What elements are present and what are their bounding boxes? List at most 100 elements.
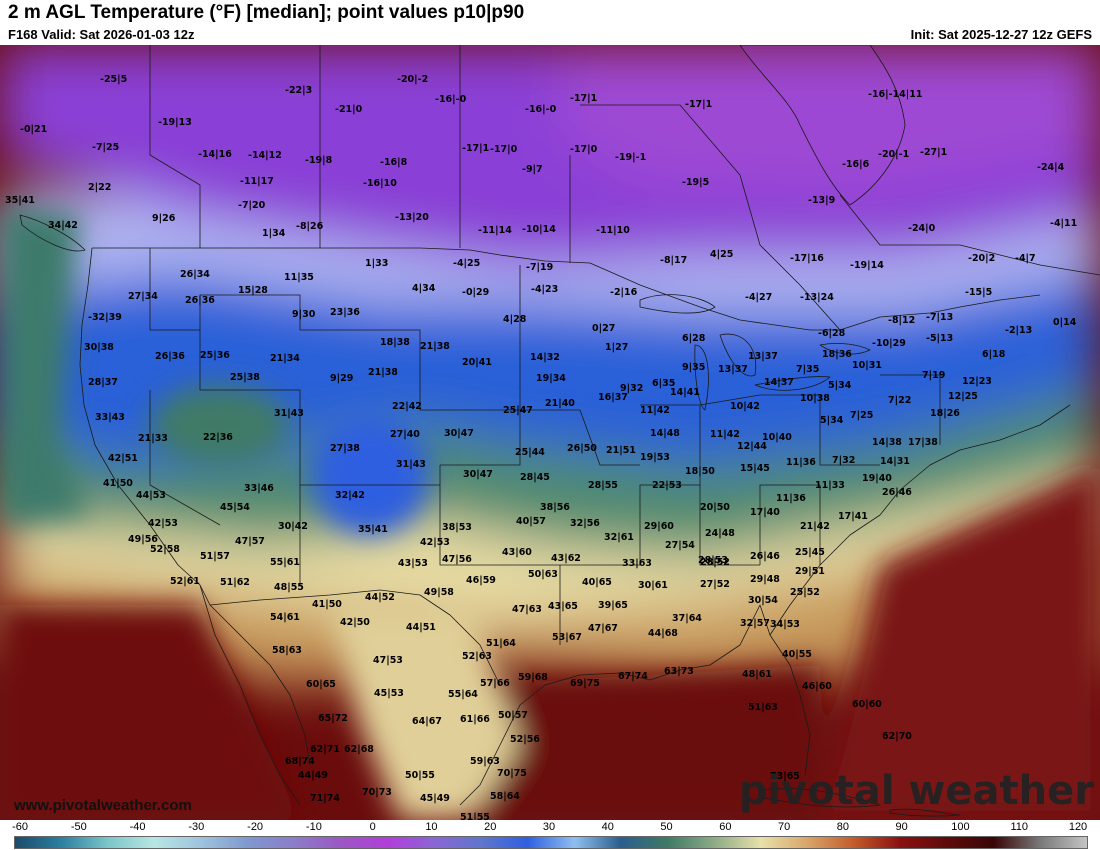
point-value-label: 19|53	[640, 452, 670, 463]
point-value-label: 29|60	[644, 521, 674, 532]
point-value-label: 27|40	[390, 429, 420, 440]
point-value-label: 43|53	[398, 558, 428, 569]
point-value-label: 70|73	[362, 787, 392, 798]
point-value-label: 42|53	[148, 518, 178, 529]
point-value-label: 47|67	[588, 623, 618, 634]
legend-tick: -60	[12, 821, 28, 833]
point-value-label: 42|51	[108, 453, 138, 464]
legend-tick: 60	[719, 821, 732, 833]
point-value-label: 30|38	[84, 342, 114, 353]
map-boundaries	[19, 45, 1100, 817]
point-value-label: -17|1	[462, 143, 489, 154]
point-value-label: 42|50	[340, 617, 370, 628]
point-value-label: -13|9	[808, 195, 835, 206]
point-value-label: 73|65	[770, 771, 800, 782]
point-value-label: -19|13	[158, 117, 192, 128]
point-value-label: -7|19	[526, 262, 553, 273]
point-value-label: 32|56	[570, 518, 600, 529]
point-value-label: 47|53	[373, 655, 403, 666]
temperature-map[interactable]: -25|5 -22|3 -20|-2 -16|-0 -17|1 -17|1 -16|-0 -1…	[0, 45, 1100, 820]
point-value-label: 33|46	[244, 483, 274, 494]
point-value-label: -4|11	[1050, 218, 1077, 229]
point-value-label: 44|51	[406, 622, 436, 633]
point-value-label: 5|34	[820, 415, 844, 426]
point-value-label: 48|61	[742, 669, 772, 680]
point-value-label: 4|28	[503, 314, 527, 325]
point-value-label: 59|68	[518, 672, 548, 683]
point-value-label: -20|-2	[397, 74, 428, 85]
legend-tick: -40	[129, 821, 146, 833]
point-value-label: 43|60	[502, 547, 532, 558]
point-value-label: 42|53	[420, 537, 450, 548]
point-value-label: 64|67	[412, 716, 442, 727]
point-value-label: -4|7	[1015, 253, 1036, 264]
point-value-label: 40|55	[782, 649, 812, 660]
point-value-label: 5|34	[828, 380, 852, 391]
temperature-field	[0, 45, 1100, 820]
point-value-label: 65|72	[318, 713, 348, 724]
point-value-label: 39|65	[598, 600, 628, 611]
legend-tick: -20	[247, 821, 264, 833]
point-value-label: 26|36	[185, 295, 215, 306]
point-value-label: -21|0	[335, 104, 363, 115]
point-value-label: 53|67	[552, 632, 582, 643]
point-value-label: -10|29	[872, 338, 906, 349]
point-value-label: 30|61	[638, 580, 668, 591]
point-value-label: 25|36	[200, 350, 230, 361]
point-value-label: 58|64	[490, 791, 520, 802]
point-value-label: -11|10	[596, 225, 630, 236]
point-value-label: 27|52	[700, 579, 730, 590]
point-value-label: 25|47	[503, 405, 533, 416]
point-value-label: 7|25	[850, 410, 873, 421]
point-values: -25|5 -22|3 -20|-2 -16|-0 -17|1 -17|1 -16|-0 -1…	[5, 74, 1077, 820]
point-value-label: 70|75	[497, 768, 527, 779]
point-value-label: 27|34	[128, 291, 158, 302]
point-value-label: 11|42	[710, 429, 740, 440]
point-value-label: 9|30	[292, 309, 316, 320]
point-value-label: 30|47	[444, 428, 474, 439]
point-value-label: -8|12	[888, 315, 915, 326]
map-canvas: -25|5 -22|3 -20|-2 -16|-0 -17|1 -17|1 -16|-0 -1…	[0, 45, 1100, 820]
point-value-label: 26|46	[882, 487, 912, 498]
point-value-label: 50|63	[528, 569, 558, 580]
point-value-label: 51|62	[220, 577, 250, 588]
point-value-label: -7|20	[238, 200, 266, 211]
point-value-label: 1|34	[262, 228, 286, 239]
point-value-label: 6|18	[982, 349, 1006, 360]
point-value-label: 47|56	[442, 554, 472, 565]
point-value-label: 9|32	[620, 383, 643, 394]
point-value-label: -4|25	[453, 258, 480, 269]
color-legend: -60 -50 -40 -30 -20 -10 0 10 20 30 40 50 60 70 80 90 100…	[0, 820, 1100, 850]
point-value-label: 20|50	[700, 502, 730, 513]
point-value-label: -19|5	[682, 177, 709, 188]
point-value-label: -10|14	[522, 224, 556, 235]
point-value-label: -24|0	[908, 223, 936, 234]
point-value-label: 30|42	[278, 521, 308, 532]
point-value-label: 6|28	[682, 333, 706, 344]
point-value-label: -24|4	[1037, 162, 1065, 173]
point-value-label: 50|55	[405, 770, 435, 781]
point-value-label: 34|42	[48, 220, 78, 231]
point-value-label: -16|-0	[525, 104, 557, 115]
legend-tick: -30	[188, 821, 205, 833]
point-value-label: 46|60	[802, 681, 832, 692]
point-value-label: 43|62	[551, 553, 581, 564]
point-value-label: 11|42	[640, 405, 670, 416]
point-value-label: 52|56	[510, 734, 540, 745]
point-value-label: -17|0	[570, 144, 598, 155]
legend-ticks: -60 -50 -40 -30 -20 -10 0 10 20 30 40 50 60 70 80 90 100…	[0, 820, 1100, 835]
point-value-label: 21|38	[420, 341, 450, 352]
point-value-label: 41|50	[312, 599, 342, 610]
legend-tick: 40	[601, 821, 614, 833]
point-value-label: 38|56	[540, 502, 570, 513]
point-value-label: 30|54	[748, 595, 778, 606]
point-value-label: 40|57	[516, 516, 546, 527]
point-value-label: -19|8	[305, 155, 333, 166]
legend-tick: 70	[777, 821, 791, 833]
website-link[interactable]: www.pivotalweather.com	[14, 797, 192, 814]
point-value-label: 28|52	[700, 557, 730, 568]
point-value-label: 68|74	[285, 756, 315, 767]
point-value-label: -13|20	[395, 212, 429, 223]
point-value-label: 32|57	[740, 618, 770, 629]
point-value-label: 34|53	[770, 619, 800, 630]
